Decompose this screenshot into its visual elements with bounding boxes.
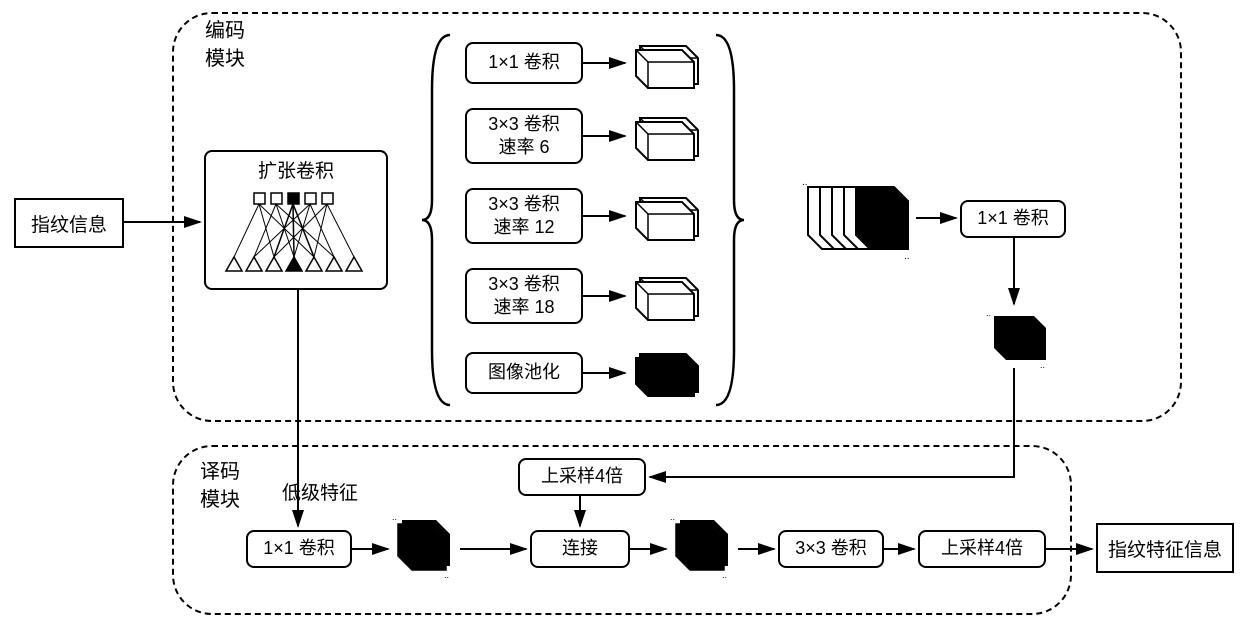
svg-text:..: .. bbox=[670, 512, 675, 522]
feature-tile-2 bbox=[628, 110, 703, 165]
svg-text:..: .. bbox=[444, 570, 449, 580]
conv3x3-r6-branch: 3×3 卷积 速率 6 bbox=[465, 108, 583, 164]
dilated-conv-box: 扩张卷积 bbox=[204, 150, 388, 290]
input-box: 指纹信息 bbox=[14, 198, 124, 248]
output-label: 指纹特征信息 bbox=[1108, 535, 1222, 562]
decoder-conv3x3: 3×3 卷积 bbox=[778, 530, 884, 568]
conv1x1-out-box: 1×1 卷积 bbox=[960, 200, 1066, 238]
conv3x3-r12-branch: 3×3 卷积 速率 12 bbox=[465, 188, 583, 244]
feature-tile-3 bbox=[628, 190, 703, 245]
low-level-label: 低级特征 bbox=[282, 478, 358, 505]
svg-text:..: .. bbox=[392, 512, 397, 522]
left-brace bbox=[420, 30, 456, 410]
stacked-features-icon: .. .. bbox=[802, 173, 920, 263]
upsample4x-out: 上采样4倍 bbox=[918, 530, 1046, 568]
output-box: 指纹特征信息 bbox=[1096, 523, 1234, 573]
svg-text:..: .. bbox=[986, 308, 991, 318]
decoder-conv1x1: 1×1 卷积 bbox=[246, 530, 352, 568]
svg-text:..: .. bbox=[722, 570, 727, 580]
dilated-conv-icon bbox=[216, 191, 376, 276]
svg-text:..: .. bbox=[904, 251, 910, 262]
encoder-label: 编码 模块 bbox=[205, 17, 245, 73]
conv3x3-r18-branch: 3×3 卷积 速率 18 bbox=[465, 268, 583, 324]
decoder-tile-2: .. .. bbox=[668, 510, 740, 580]
concat-box: 连接 bbox=[530, 530, 630, 568]
upsample4x-top: 上采样4倍 bbox=[518, 458, 646, 496]
input-label: 指纹信息 bbox=[31, 210, 107, 237]
svg-text:..: .. bbox=[802, 177, 808, 188]
right-brace bbox=[710, 30, 746, 410]
feature-tile-5 bbox=[628, 346, 703, 401]
svg-text:..: .. bbox=[1040, 360, 1045, 370]
feature-tile-1 bbox=[628, 38, 703, 93]
feature-tile-4 bbox=[628, 270, 703, 325]
decoder-label: 译码 模块 bbox=[200, 458, 240, 514]
pooling-branch: 图像池化 bbox=[465, 352, 583, 394]
encoder-out-tile: .. .. bbox=[984, 308, 1054, 370]
decoder-tile-1: .. .. bbox=[390, 510, 462, 580]
conv1x1-branch: 1×1 卷积 bbox=[465, 42, 583, 84]
dilated-conv-label: 扩张卷积 bbox=[258, 160, 334, 185]
